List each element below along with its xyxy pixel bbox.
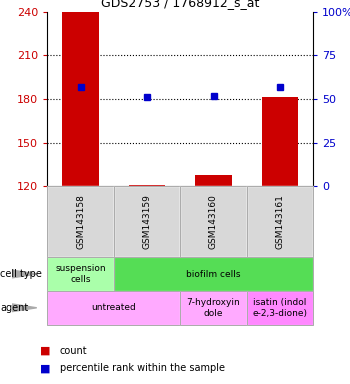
Text: GSM143158: GSM143158 xyxy=(76,194,85,249)
Text: isatin (indol
e-2,3-dione): isatin (indol e-2,3-dione) xyxy=(252,298,308,318)
Bar xyxy=(195,175,232,186)
Bar xyxy=(262,98,298,186)
Text: untreated: untreated xyxy=(91,303,136,313)
Text: agent: agent xyxy=(0,303,28,313)
Bar xyxy=(62,12,99,186)
Text: GSM143161: GSM143161 xyxy=(275,194,285,249)
Text: 7-hydroxyin
dole: 7-hydroxyin dole xyxy=(187,298,240,318)
Text: GSM143159: GSM143159 xyxy=(142,194,152,249)
Bar xyxy=(129,185,165,186)
Text: cell type: cell type xyxy=(0,269,42,279)
Text: biofilm cells: biofilm cells xyxy=(186,270,241,279)
Text: suspension
cells: suspension cells xyxy=(55,265,106,284)
Polygon shape xyxy=(12,270,37,278)
Text: ■: ■ xyxy=(40,363,51,373)
Text: percentile rank within the sample: percentile rank within the sample xyxy=(60,363,224,373)
Title: GDS2753 / 1768912_s_at: GDS2753 / 1768912_s_at xyxy=(101,0,259,9)
Text: GSM143160: GSM143160 xyxy=(209,194,218,249)
Text: ■: ■ xyxy=(40,346,51,356)
Text: count: count xyxy=(60,346,87,356)
Polygon shape xyxy=(12,304,37,312)
